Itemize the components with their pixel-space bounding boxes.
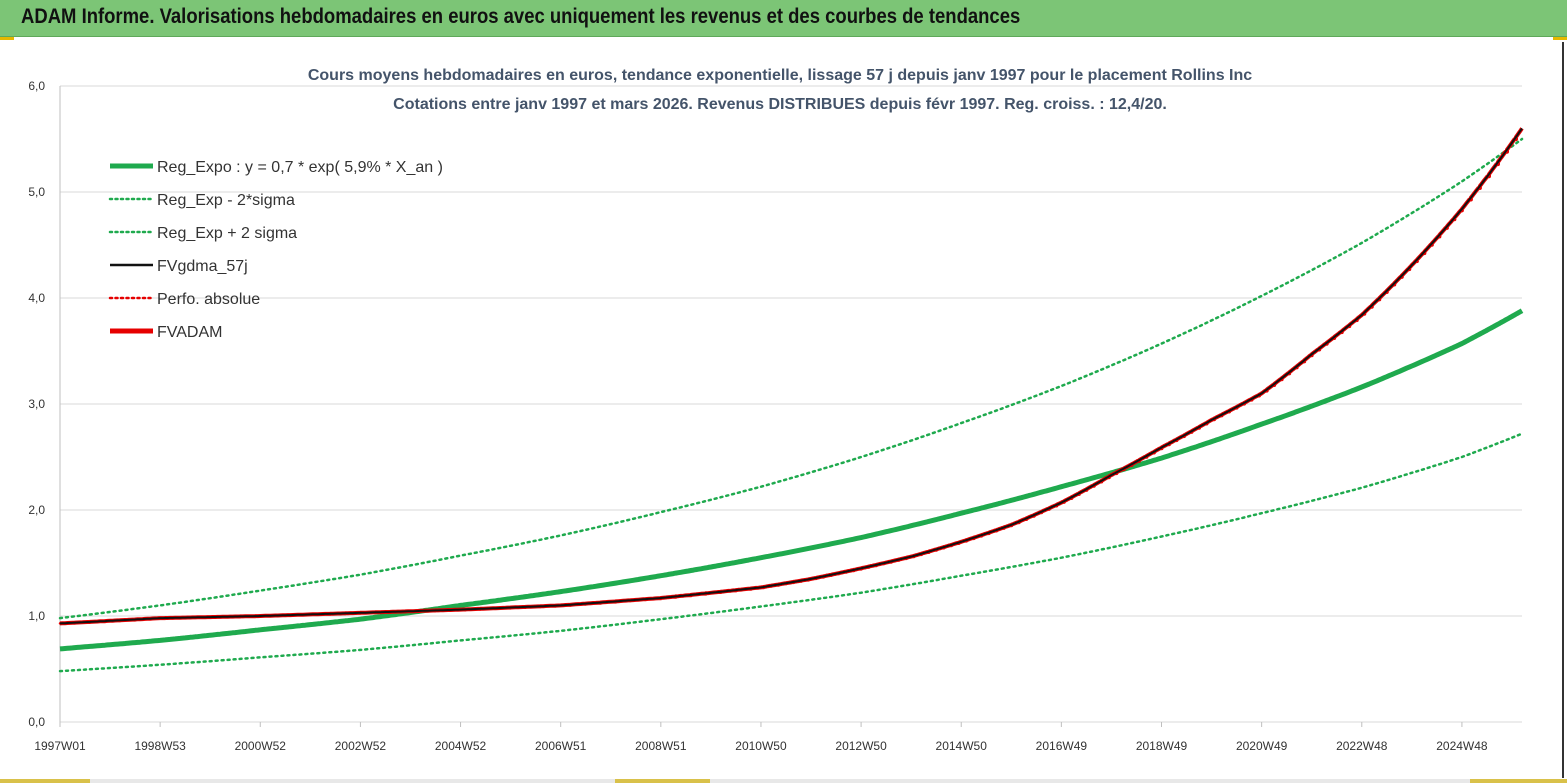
frame-edge-right: [1562, 42, 1564, 778]
frame-bottom: [0, 779, 1567, 783]
frame-bottom-accent-mid: [615, 779, 710, 783]
series-line-0: [59, 308, 1524, 652]
x-tick-label: 1997W01: [34, 739, 86, 753]
x-tick-label: 2022W48: [1336, 739, 1388, 753]
report-banner: ADAM Informe. Valorisations hebdomadaire…: [0, 0, 1567, 37]
legend-label-2: Reg_Exp + 2 sigma: [157, 225, 297, 242]
series-line-1: [58, 432, 1524, 673]
series-line-3: [59, 127, 1523, 625]
legend-label-5: FVADAM: [157, 324, 222, 341]
series-lines: [58, 127, 1524, 673]
y-tick-label: 2,0: [28, 503, 45, 517]
x-tick-label: 2006W51: [535, 739, 587, 753]
frame-corner-left: [0, 37, 14, 40]
y-axis-ticks: 0,0 1,0 2,0 3,0 4,0 5,0 6,0: [28, 79, 45, 729]
x-tick-label: 2008W51: [635, 739, 687, 753]
x-tick-label: 2004W52: [435, 739, 487, 753]
x-axis-ticks: 1997W01 1998W53 2000W52 2002W52 2004W52 2006W…: [34, 722, 1488, 753]
legend-label-4: Perfo. absolue: [157, 291, 260, 308]
y-tick-label: 0,0: [28, 715, 45, 729]
chart-title: Cours moyens hebdomadaires en euros, ten…: [308, 67, 1252, 84]
x-tick-label: 2016W49: [1036, 739, 1088, 753]
valuation-chart: 0,0 1,0 2,0 3,0 4,0 5,0 6,0 1997W01 1998W53 2000…: [28, 67, 1524, 753]
frame-bottom-accent-left: [0, 779, 90, 783]
x-tick-label: 2018W49: [1136, 739, 1188, 753]
legend-label-3: FVgdma_57j: [157, 258, 248, 275]
x-tick-label: 2012W50: [835, 739, 887, 753]
legend-label-0: Reg_Expo : y = 0,7 * exp( 5,9% * X_an ): [157, 159, 443, 176]
x-tick-label: 1998W53: [134, 739, 186, 753]
y-tick-label: 6,0: [28, 79, 45, 93]
y-tick-label: 4,0: [28, 291, 45, 305]
frame-corner-right: [1553, 37, 1567, 40]
y-tick-label: 3,0: [28, 397, 45, 411]
chart-subtitle: Cotations entre janv 1997 et mars 2026. …: [393, 96, 1167, 113]
x-tick-label: 2002W52: [335, 739, 387, 753]
series-line-2: [58, 137, 1524, 620]
legend: Reg_Expo : y = 0,7 * exp( 5,9% * X_an ) R…: [108, 159, 443, 341]
x-tick-label: 2014W50: [936, 739, 988, 753]
report-title: ADAM Informe. Valorisations hebdomadaire…: [21, 5, 1021, 28]
x-tick-label: 2024W48: [1436, 739, 1488, 753]
x-tick-label: 2010W50: [735, 739, 787, 753]
frame-bottom-accent-right: [1470, 779, 1567, 783]
x-tick-label: 2020W49: [1236, 739, 1288, 753]
legend-label-1: Reg_Exp - 2*sigma: [157, 192, 295, 209]
y-tick-label: 5,0: [28, 185, 45, 199]
y-tick-label: 1,0: [28, 609, 45, 623]
x-tick-label: 2000W52: [235, 739, 287, 753]
